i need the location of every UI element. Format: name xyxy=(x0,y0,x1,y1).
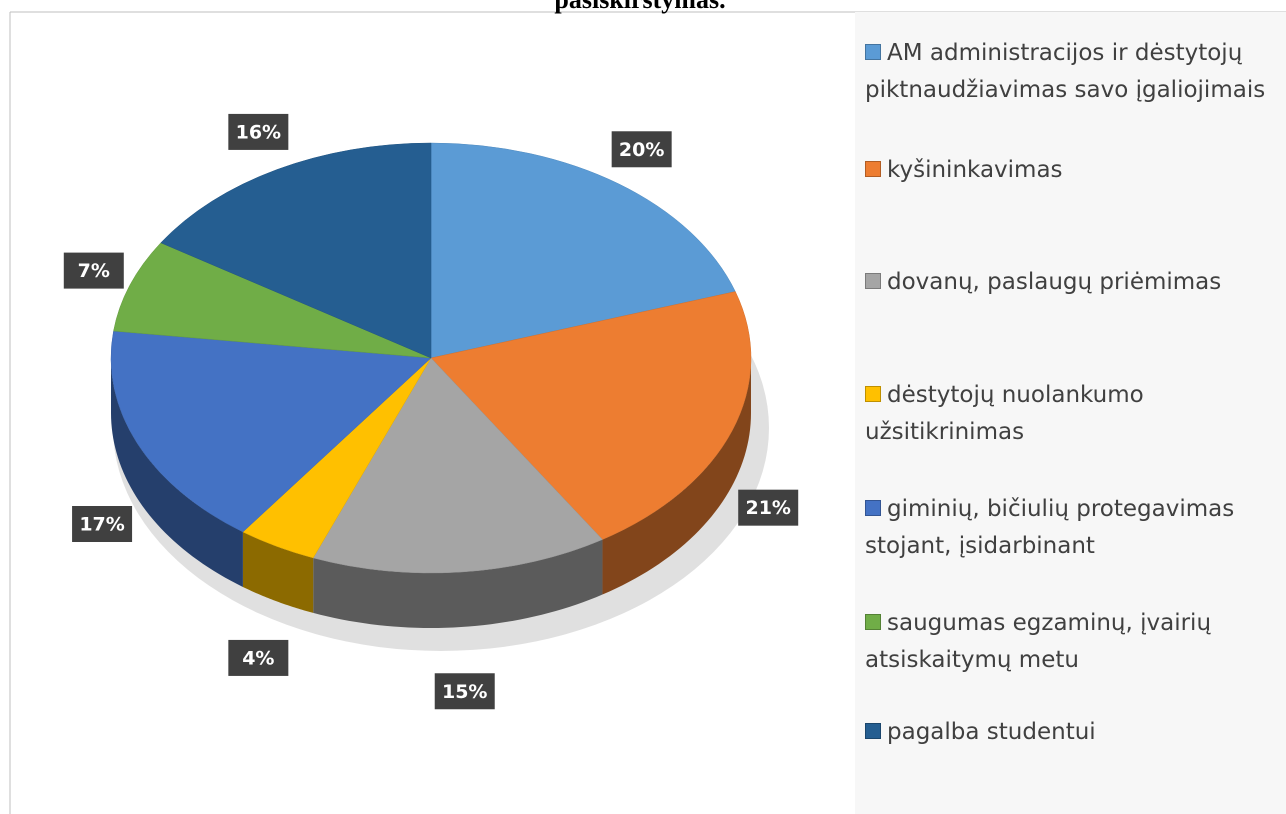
slice-side xyxy=(313,539,603,628)
legend-swatch xyxy=(865,161,881,177)
data-label: 7% xyxy=(63,252,124,289)
legend-swatch xyxy=(865,386,881,402)
slice xyxy=(430,291,752,540)
legend-entry: kyšininkavimas xyxy=(865,152,1275,189)
legend-entry: AM administracijos ir dėstytojų piktnaud… xyxy=(865,35,1275,109)
legend-swatch xyxy=(865,500,881,516)
chart-title: pasiskirstymas. xyxy=(554,0,725,14)
slice xyxy=(160,142,432,359)
slice xyxy=(312,357,603,574)
legend-label: kyšininkavimas xyxy=(887,157,1063,183)
data-label-box xyxy=(434,673,495,710)
data-label-box xyxy=(228,639,289,676)
data-label-text: 4% xyxy=(242,647,274,669)
legend-label: dovanų, paslaugų priėmimas xyxy=(887,269,1222,295)
data-label-text: 15% xyxy=(442,681,487,703)
data-label: 17% xyxy=(72,506,133,543)
slice xyxy=(430,142,736,359)
legend-swatch xyxy=(865,614,881,630)
data-label-box xyxy=(63,252,124,289)
data-label: 4% xyxy=(228,639,289,676)
data-label-text: 17% xyxy=(79,514,124,536)
legend-label: pagalba studentui xyxy=(887,719,1096,745)
slice-side xyxy=(242,531,314,613)
data-label-box xyxy=(228,113,289,150)
data-label-text: 7% xyxy=(78,260,110,282)
legend-entry: pagalba studentui xyxy=(865,714,1275,751)
data-label-text: 20% xyxy=(619,139,664,161)
legend-swatch xyxy=(865,44,881,60)
data-label-box xyxy=(738,489,799,526)
legend-label: dėstytojų nuolankumo užsitikrinimas xyxy=(865,382,1144,445)
data-label-box xyxy=(72,506,133,543)
slice-side xyxy=(602,358,751,595)
legend-swatch xyxy=(865,723,881,739)
legend-label: giminių, bičiulių protegavimas stojant, … xyxy=(865,496,1235,559)
legend-label: saugumas egzaminų, įvairių atsiskaitymų … xyxy=(865,610,1212,673)
slice-side xyxy=(111,358,243,587)
legend-entry: giminių, bičiulių protegavimas stojant, … xyxy=(865,491,1275,565)
data-label-text: 16% xyxy=(236,121,281,143)
slice xyxy=(113,242,432,359)
legend-entry: saugumas egzaminų, įvairių atsiskaitymų … xyxy=(865,605,1275,679)
data-label-text: 21% xyxy=(745,497,790,519)
legend-label: AM administracijos ir dėstytojų piktnaud… xyxy=(865,40,1266,103)
data-label: 21% xyxy=(738,489,799,526)
legend-swatch xyxy=(865,273,881,289)
data-label: 20% xyxy=(611,131,672,168)
slice xyxy=(110,330,432,533)
data-label-box xyxy=(611,131,672,168)
data-label: 15% xyxy=(434,673,495,710)
legend-entry: dėstytojų nuolankumo užsitikrinimas xyxy=(865,377,1275,451)
legend: AM administracijos ir dėstytojų piktnaud… xyxy=(855,12,1286,814)
legend-entry: dovanų, paslaugų priėmimas xyxy=(865,264,1275,301)
data-label: 16% xyxy=(228,113,289,150)
